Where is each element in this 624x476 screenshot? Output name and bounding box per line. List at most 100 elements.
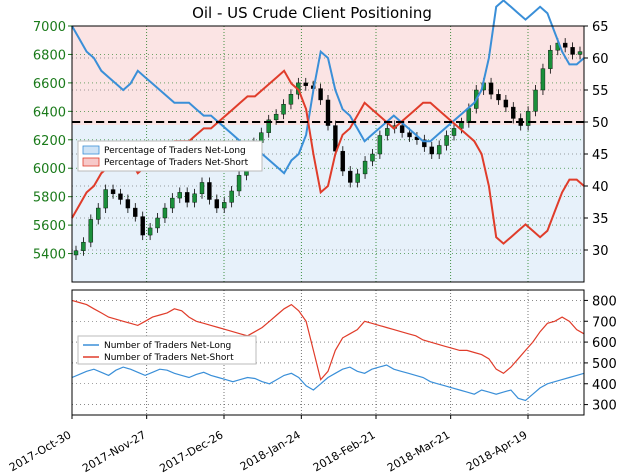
price-candle-body	[273, 113, 279, 121]
price-candle-body	[533, 89, 538, 112]
chart-title: Oil - US Crude Client Positioning	[192, 4, 432, 22]
bottom-legend: Number of Traders Net-Long Number of Tra…	[77, 335, 257, 365]
price-candle-body	[229, 190, 234, 203]
price-candle-body	[281, 104, 286, 115]
price-candle-body	[488, 82, 494, 95]
price-candle-body	[348, 170, 353, 183]
price-candle-body	[207, 182, 212, 200]
percent-tick-label: 60	[592, 52, 609, 67]
price-candle-body	[214, 199, 220, 209]
top-legend-box	[77, 140, 263, 172]
price-candle-body	[155, 217, 160, 229]
x-tick-label: 2018-Feb-21	[311, 428, 378, 474]
price-tick-label: 5600	[33, 219, 66, 234]
percent-axis: 30 35 40 45 50 55 60 65	[584, 20, 609, 259]
bottom-grid	[71, 290, 584, 415]
price-candle-body	[525, 111, 531, 126]
price-candle-body	[466, 108, 472, 123]
price-candle-body	[147, 227, 153, 236]
percent-tick-label: 40	[592, 180, 609, 195]
x-tick-label: 2018-Apr-19	[464, 428, 529, 473]
x-axis: 2017-Oct-30 2017-Nov-27 2017-Dec-26 2018-Ja…	[7, 415, 530, 475]
price-candle-body	[562, 42, 568, 48]
x-tick-label: 2017-Oct-30	[7, 428, 73, 474]
price-candle-body	[266, 119, 271, 133]
price-candle-body	[303, 82, 308, 86]
price-candle-body	[340, 150, 346, 172]
count-tick-label: 600	[592, 336, 617, 351]
price-candle-body	[110, 189, 116, 195]
price-candle-body	[548, 49, 553, 69]
price-candle-body	[385, 128, 390, 136]
legend-label-net-long: Percentage of Traders Net-Long	[104, 146, 246, 156]
price-tick-label: 5800	[33, 191, 66, 206]
price-tick-label: 6200	[33, 134, 66, 149]
percent-tick-label: 50	[592, 116, 609, 131]
price-candle-body	[540, 68, 546, 91]
price-tick-label: 6600	[33, 77, 66, 92]
count-tick-label: 500	[592, 357, 617, 372]
price-candle-body	[325, 99, 331, 126]
price-candle-body	[436, 145, 442, 155]
price-candle-body	[496, 94, 501, 101]
legend-swatch-net-short	[82, 157, 100, 167]
top-panel-frame	[71, 25, 585, 283]
price-candle-body	[81, 241, 86, 251]
price-candle-body	[103, 189, 108, 209]
x-tick-label: 2018-Jan-24	[238, 428, 303, 473]
price-candle-body	[444, 135, 449, 146]
price-candle-body	[199, 182, 205, 195]
price-tick-label: 6400	[33, 105, 66, 120]
price-candle-body	[118, 193, 123, 200]
price-candle-body	[362, 160, 368, 175]
count-tick-label: 700	[592, 315, 617, 330]
price-candle-body	[192, 193, 197, 203]
price-candle-body	[236, 175, 242, 192]
count-net-short-line	[71, 299, 585, 381]
price-candle-body	[511, 106, 516, 119]
price-candle-body	[88, 219, 94, 243]
price-candle-body	[288, 94, 294, 105]
price-candle-body	[73, 250, 79, 256]
count-net-long-line	[71, 364, 585, 402]
bottom-panel: 300 400 500 600 700 800 Number of Traders Net…	[71, 289, 617, 416]
count-tick-label: 300	[592, 399, 617, 414]
price-candle-body	[451, 128, 457, 136]
price-candle-body	[170, 197, 175, 209]
price-candle-body	[140, 216, 145, 236]
price-candle-body	[370, 153, 375, 162]
price-candle-body	[570, 47, 575, 55]
price-candle-body	[422, 139, 427, 148]
price-axis: 5400 5600 5800 6000 6200 6400 6600 6800 7000	[33, 20, 72, 263]
price-candle-body	[125, 199, 131, 209]
price-candle-body	[407, 132, 412, 138]
price-candle-body	[399, 125, 405, 133]
price-candle-body	[222, 202, 227, 209]
bottom-panel-frame	[71, 289, 585, 416]
price-candle-body	[177, 192, 182, 199]
percent-tick-label: 65	[592, 20, 609, 35]
legend-label-count-short: Number of Traders Net-Short	[104, 353, 234, 363]
price-candle-body	[96, 207, 101, 220]
percent-tick-label: 55	[592, 84, 609, 99]
price-candle-body	[577, 51, 583, 55]
x-tick-label: 2018-Mar-21	[385, 428, 452, 474]
legend-swatch-net-long	[82, 145, 100, 155]
price-tick-label: 7000	[33, 20, 66, 35]
pct-net-long-line	[71, 0, 585, 175]
price-candle-body	[162, 207, 168, 219]
price-candle-body	[429, 146, 434, 155]
price-candle-body	[318, 88, 323, 101]
bottom-legend-box	[77, 335, 257, 365]
percent-tick-label: 35	[592, 212, 609, 227]
price-candle-body	[355, 173, 360, 183]
price-candle-body	[184, 192, 190, 203]
price-tick-label: 6800	[33, 48, 66, 63]
price-tick-label: 6000	[33, 162, 66, 177]
top-legend: Percentage of Traders Net-Long Percentag…	[77, 140, 263, 172]
percent-tick-label: 30	[592, 244, 609, 259]
price-candle-body	[133, 207, 138, 217]
price-candle-body	[503, 99, 509, 108]
